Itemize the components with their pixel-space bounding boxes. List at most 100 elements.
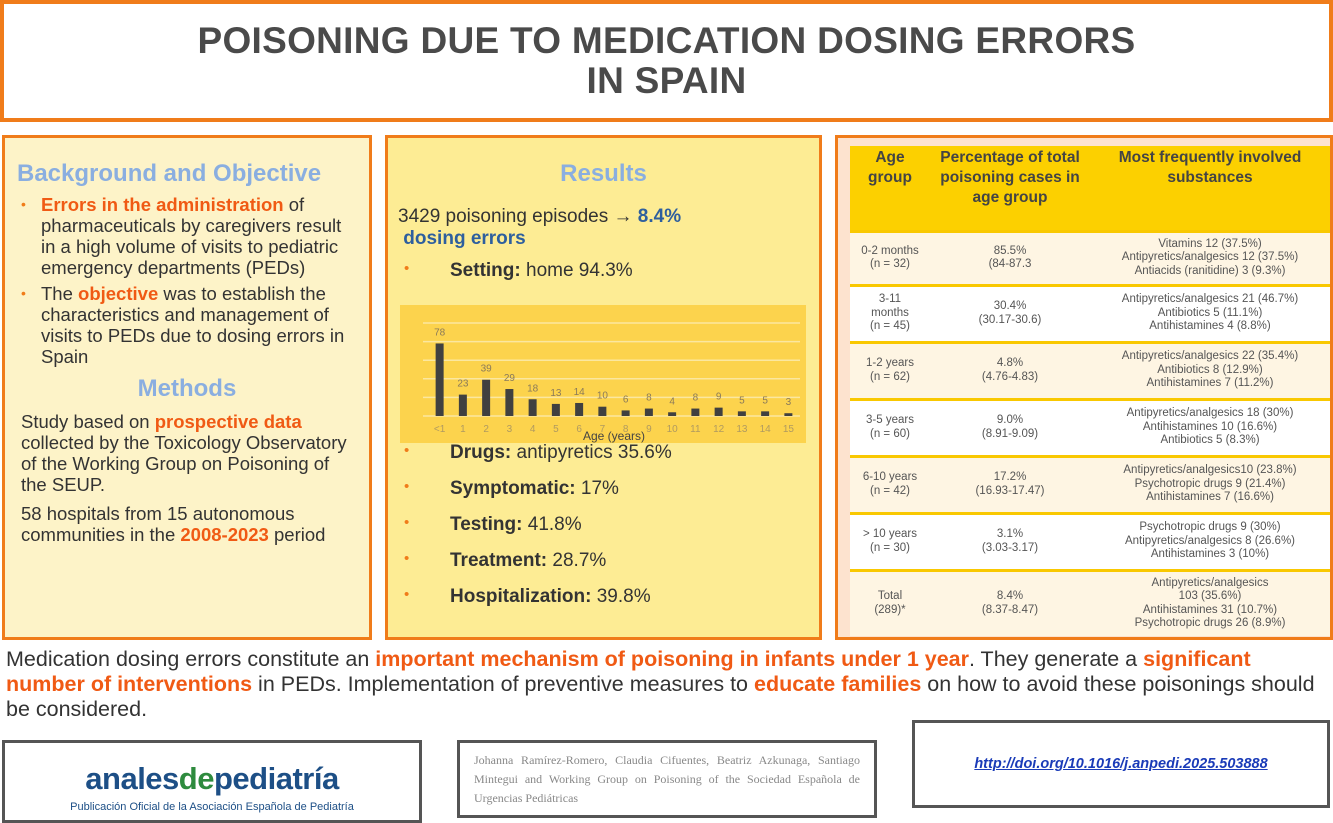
bar (784, 413, 793, 416)
background-heading: Background and Objective (17, 160, 322, 187)
bar (482, 379, 491, 416)
data-label: 8 (693, 393, 699, 404)
doi-box: http://doi.org/10.1016/j.anpedi.2025.503… (912, 720, 1330, 808)
data-label: 8 (646, 393, 652, 404)
x-tick-label: 8 (623, 424, 629, 435)
bar (737, 411, 746, 416)
data-label: 6 (623, 394, 629, 405)
table-row: > 10 years (n = 30) 3.1% (3.03-3.17) Psychot… (850, 511, 1330, 570)
age-cell: 3-5 years (n = 60) (850, 397, 930, 456)
percentage-cell: 8.4% (8.37-8.47) (930, 568, 1090, 636)
x-tick-label: 7 (600, 424, 606, 435)
data-label: 23 (457, 379, 469, 390)
background-list: Errors in the administration of pharmace… (17, 194, 357, 367)
bar (644, 408, 653, 416)
methods-text: Study based on prospective data collecte… (21, 411, 347, 495)
bar (714, 407, 723, 416)
col-header-age: Age group (850, 146, 930, 231)
percentage-cell: 30.4% (30.17-30.6) (930, 283, 1090, 342)
x-axis-label: Age (years) (583, 429, 645, 443)
result-item: Testing: 41.8% (398, 514, 809, 536)
age-cell: 3-11 months (n = 45) (850, 283, 930, 342)
x-tick-label: 1 (460, 424, 466, 435)
arrow-right-icon: → (613, 206, 633, 227)
methods-heading: Methods (137, 375, 237, 402)
substances-cell: Antipyretics/analgesics 22 (35.4%) Antibi… (1090, 340, 1330, 399)
bar (691, 408, 700, 416)
x-tick-label: 9 (646, 424, 652, 435)
data-label: 4 (669, 396, 675, 407)
data-label: 5 (762, 395, 768, 406)
table-panel: Age group Percentage of total poisoning … (835, 135, 1333, 640)
result-item: Treatment: 28.7% (398, 550, 809, 572)
background-panel: Background and Objective Errors in the a… (2, 135, 372, 640)
age-cell: 0-2 months (n = 32) (850, 229, 930, 285)
data-label: 78 (434, 327, 446, 338)
percentage-cell: 17.2% (16.93-17.47) (930, 454, 1090, 513)
bar (505, 389, 514, 416)
table-row: 3-11 months (n = 45) 30.4% (30.17-30.6) Antip… (850, 283, 1330, 342)
substances-cell: Antipyretics/analgesics 18 (30%) Antihist… (1090, 397, 1330, 456)
journal-logo: analesdepediatría Publicación Oficial de… (2, 740, 422, 823)
substances-cell: Antipyretics/analgesics 103 (35.6%) Antihi… (1090, 568, 1330, 636)
title-banner: POISONING DUE TO MEDICATION DOSING ERROR… (0, 0, 1333, 122)
col-header-percentage: Percentage of total poisoning cases in a… (930, 146, 1090, 231)
col-header-substances: Most frequently involved substances (1090, 146, 1330, 231)
results-summary: 3429 poisoning episodes → 8.4% dosing er… (398, 206, 682, 249)
data-label: 18 (527, 383, 539, 394)
data-label: 9 (716, 392, 722, 403)
methods-hospitals: 58 hospitals from 15 autonomous communit… (21, 503, 326, 545)
x-tick-label: 2 (483, 424, 489, 435)
bar (551, 403, 560, 416)
percentage-cell: 4.8% (4.76-4.83) (930, 340, 1090, 399)
x-tick-label: 3 (507, 424, 513, 435)
bar (575, 402, 584, 416)
doi-link[interactable]: http://doi.org/10.1016/j.anpedi.2025.503… (974, 756, 1268, 772)
bar (528, 399, 537, 416)
result-item: Hospitalization: 39.8% (398, 586, 809, 608)
table-row: 6-10 years (n = 42) 17.2% (16.93-17.47) Anti… (850, 454, 1330, 513)
data-label: 29 (504, 373, 516, 384)
result-item: Symptomatic: 17% (398, 478, 809, 500)
authors-box: Johanna Ramírez-Romero, Claudia Cifuente… (457, 740, 877, 818)
data-label: 5 (739, 395, 745, 406)
bar (435, 343, 444, 416)
table-row: 3-5 years (n = 60) 9.0% (8.91-9.09) Antipyre… (850, 397, 1330, 456)
x-tick-label: 6 (576, 424, 582, 435)
x-tick-label: 12 (713, 424, 725, 435)
data-label: 14 (574, 387, 586, 398)
percentage-cell: 85.5% (84-87.3 (930, 229, 1090, 285)
substances-cell: Antipyretics/analgesics 21 (46.7%) Antibi… (1090, 283, 1330, 342)
age-group-table: Age group Percentage of total poisoning … (850, 146, 1330, 636)
bar (458, 394, 467, 416)
bar (621, 410, 630, 416)
table-row: Total (289)* 8.4% (8.37-8.47) Antipyretics/a… (850, 568, 1330, 636)
substances-cell: Antipyretics/analgesics10 (23.8%) Psychot… (1090, 454, 1330, 513)
percentage-cell: 3.1% (3.03-3.17) (930, 511, 1090, 570)
objective-bullet: The objective was to establish the chara… (17, 283, 357, 367)
age-cell: 1-2 years (n = 62) (850, 340, 930, 399)
substances-cell: Psychotropic drugs 9 (30%) Antipyretics/a… (1090, 511, 1330, 570)
x-tick-label: 15 (783, 424, 795, 435)
substances-cell: Vitamins 12 (37.5%) Antipyretics/analgesi… (1090, 229, 1330, 285)
result-item: Setting: home 94.3% (398, 260, 809, 282)
data-label: 39 (481, 364, 493, 375)
data-label: 10 (597, 391, 609, 402)
background-bullet: Errors in the administration of pharmace… (17, 194, 357, 278)
x-tick-label: 13 (736, 424, 748, 435)
bar (668, 412, 677, 416)
table-row: 1-2 years (n = 62) 4.8% (4.76-4.83) Antipyre… (850, 340, 1330, 399)
age-cell: 6-10 years (n = 42) (850, 454, 930, 513)
result-item: Drugs: antipyretics 35.6% (398, 442, 809, 464)
conclusion-text: Medication dosing errors constitute an i… (6, 647, 1315, 721)
data-label: 3 (786, 397, 792, 408)
age-cell: Total (289)* (850, 568, 930, 636)
x-tick-label: <1 (434, 424, 446, 435)
x-tick-label: 11 (690, 424, 701, 435)
table-row: 0-2 months (n = 32) 85.5% (84-87.3 Vitamins … (850, 229, 1330, 285)
x-tick-label: 10 (667, 424, 679, 435)
percentage-cell: 9.0% (8.91-9.09) (930, 397, 1090, 456)
age-cell: > 10 years (n = 30) (850, 511, 930, 570)
results-heading: Results (560, 160, 647, 187)
bar (598, 406, 607, 416)
